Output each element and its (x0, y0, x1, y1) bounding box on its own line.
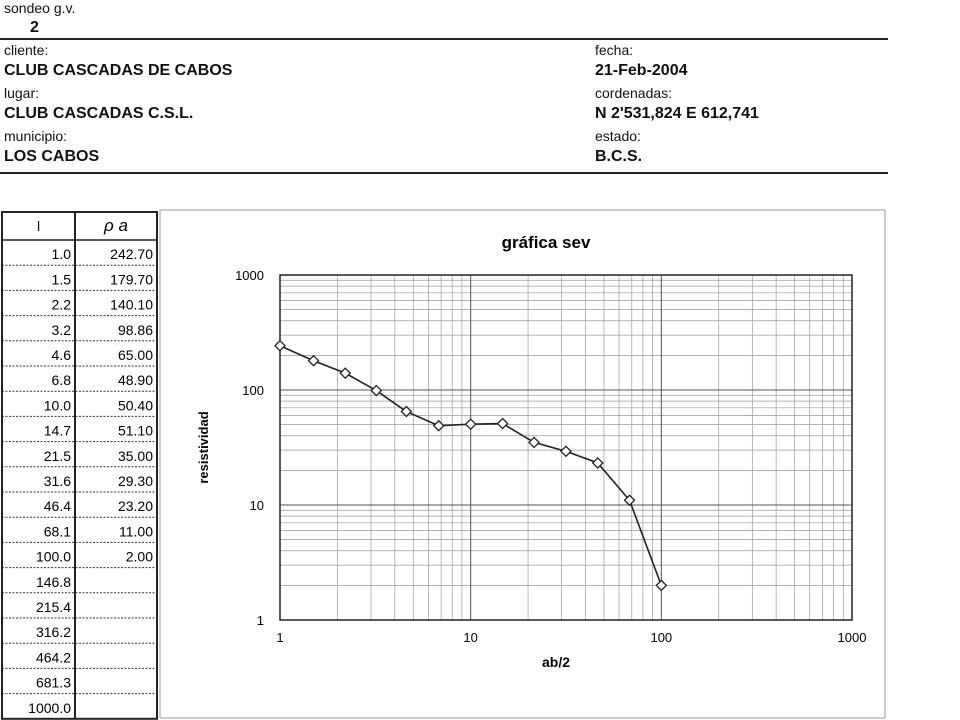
cell: 51.10 (118, 423, 153, 439)
table-frame (1, 211, 158, 720)
sondeo-value: 2 (30, 19, 39, 36)
cell: 1.5 (52, 271, 72, 287)
cell: 1000.0 (28, 700, 71, 716)
cell: 2.2 (52, 297, 72, 313)
cell: 23.20 (118, 498, 153, 514)
field-value: N 2'531,824 E 612,741 (595, 105, 759, 122)
cell: 68.1 (44, 523, 71, 539)
cell: 98.86 (118, 322, 153, 338)
cell: 179.70 (110, 271, 153, 287)
y-axis-label: resistividad (196, 411, 211, 483)
field-label: fecha: (595, 42, 634, 58)
data-point (591, 457, 604, 469)
cell: 50.40 (118, 397, 153, 413)
cell: 316.2 (36, 624, 71, 640)
cell: 140.10 (110, 297, 153, 313)
y-tick-label: 1 (257, 613, 264, 628)
chart-title: gráfica sev (502, 233, 591, 252)
sondeo-label: sondeo g.v. (4, 0, 76, 16)
field-value: B.C.S. (595, 148, 643, 165)
cell: 464.2 (36, 649, 71, 665)
data-point (464, 418, 477, 431)
x-tick-label: 100 (650, 630, 672, 645)
cell: 46.4 (44, 498, 71, 514)
data-point (623, 494, 636, 507)
cell: 146.8 (36, 574, 71, 590)
field-value: CLUB CASCADAS DE CABOS (4, 62, 233, 79)
data-point (400, 405, 413, 418)
cell: 14.7 (44, 423, 71, 439)
rule (0, 38, 888, 40)
cell: 100.0 (36, 549, 71, 565)
rule (0, 172, 888, 174)
field-label: municipio: (4, 128, 68, 144)
field-value: 21-Feb-2004 (595, 62, 688, 79)
data-point (339, 367, 352, 380)
x-tick-label: 1 (276, 630, 283, 645)
field-label: cordenadas: (595, 85, 673, 101)
field-value: CLUB CASCADAS C.S.L. (4, 105, 194, 122)
cell: 2.00 (126, 549, 153, 565)
data-point (560, 445, 572, 458)
data-point (307, 354, 320, 367)
column-header: ρ a (103, 216, 128, 235)
cell: 48.90 (118, 372, 153, 388)
cell: 4.6 (52, 347, 72, 363)
field-value: LOS CABOS (4, 148, 100, 165)
cell: 29.30 (118, 473, 153, 489)
plot-frame (279, 274, 853, 621)
cell: 242.70 (110, 246, 153, 262)
cell: 21.5 (44, 448, 71, 464)
cell: 11.00 (119, 523, 153, 539)
data-point (528, 436, 540, 449)
cell: 215.4 (36, 599, 71, 615)
field-label: cliente: (4, 42, 49, 58)
data-point (655, 579, 668, 592)
field-label: estado: (595, 128, 641, 144)
y-tick-label: 1000 (235, 268, 264, 283)
cell: 10.0 (44, 397, 71, 413)
data-point (370, 384, 383, 397)
cell: 6.8 (52, 372, 72, 388)
cell: 1.0 (52, 246, 72, 262)
data-point (432, 419, 445, 432)
cell: 3.2 (52, 322, 72, 338)
cell: 31.6 (44, 473, 71, 489)
data-point (496, 417, 509, 430)
column-header: l (37, 218, 40, 234)
data-point (274, 339, 286, 352)
y-tick-label: 100 (242, 383, 264, 398)
chart-frame (159, 209, 886, 719)
cell: 35.00 (118, 448, 153, 464)
cell: 681.3 (36, 675, 71, 691)
cell: 65.00 (118, 347, 153, 363)
x-tick-label: 10 (463, 630, 477, 645)
x-tick-label: 1000 (838, 630, 867, 645)
y-tick-label: 10 (250, 498, 264, 513)
x-axis-label: ab/2 (542, 654, 570, 670)
field-label: lugar: (4, 85, 40, 101)
